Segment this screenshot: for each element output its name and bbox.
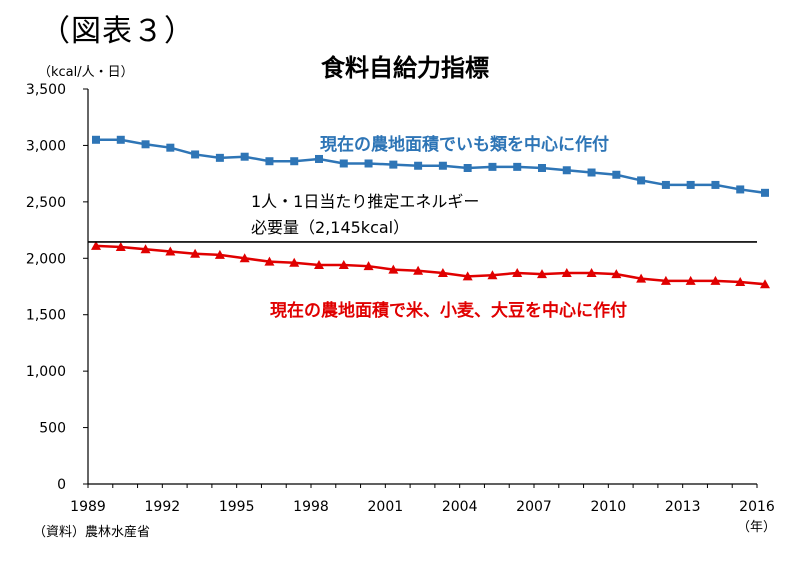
figure-label: （図表３）: [40, 14, 195, 49]
series-point-2: [512, 267, 523, 277]
y-axis-label: （kcal/人・日）: [38, 65, 134, 80]
x-tick-label: 2007: [516, 499, 552, 515]
series-point-1: [389, 160, 398, 169]
x-tick-label: 1998: [293, 499, 329, 515]
series-point-1: [736, 185, 745, 194]
series-point-2: [264, 256, 275, 266]
x-tick-label: 2004: [442, 499, 478, 515]
series-point-1: [191, 150, 200, 159]
x-tick-label: 1995: [219, 499, 255, 515]
series-point-1: [141, 140, 150, 149]
series-point-1: [414, 161, 423, 170]
x-tick-label: 2013: [665, 499, 701, 515]
reference-line-label-1: 1人・1日当たり推定エネルギー: [251, 192, 479, 211]
series-point-2: [190, 248, 201, 258]
series-point-2: [314, 260, 324, 270]
series-layer: [91, 135, 770, 289]
series-point-2: [561, 267, 572, 277]
source-note: （資料）農林水産省: [33, 524, 150, 540]
y-tick-label: 1,500: [26, 308, 66, 324]
x-tick-label: 2001: [368, 499, 404, 515]
series-point-2: [537, 269, 547, 279]
series-line-2: [95, 244, 766, 286]
y-tick-label: 2,500: [26, 195, 66, 211]
y-tick-label: 2,000: [26, 251, 66, 267]
series-point-1: [166, 143, 175, 152]
series-point-1: [562, 166, 571, 175]
y-tick-label: 0: [57, 477, 66, 493]
series-point-1: [315, 154, 323, 163]
series-point-2: [735, 276, 746, 286]
series-point-2: [462, 271, 473, 281]
series-point-1: [761, 188, 769, 197]
series-point-2: [363, 261, 374, 271]
series-point-1: [513, 162, 522, 171]
series-label-red: 現在の農地面積で米、小麦、大豆を中心に作付: [270, 300, 627, 321]
x-tick-label: 1992: [145, 499, 181, 515]
x-axis: 1989 1992 1995 1998 2001 2004 2007 2010 2013 2016: [70, 483, 775, 515]
series-point-2: [437, 267, 448, 277]
series-point-2: [487, 270, 498, 280]
series-point-2: [91, 240, 101, 250]
series-line-1: [96, 138, 766, 195]
series-point-2: [760, 279, 770, 289]
series-point-1: [538, 164, 546, 172]
series-point-2: [611, 269, 622, 279]
series-point-2: [636, 273, 647, 283]
y-tick-label: 3,500: [26, 82, 66, 98]
series-point-1: [686, 180, 695, 189]
y-tick-label: 1,000: [26, 364, 66, 380]
series-point-1: [612, 170, 621, 179]
x-tick-label: 1989: [70, 499, 106, 515]
series-point-2: [214, 249, 225, 259]
series-point-2: [338, 260, 349, 270]
series-point-1: [215, 153, 224, 162]
series-point-1: [438, 161, 447, 170]
x-tick-label: 2016: [739, 499, 775, 515]
series-point-2: [115, 242, 126, 251]
series-point-2: [586, 267, 597, 277]
series-point-1: [661, 180, 670, 189]
series-point-2: [710, 275, 721, 285]
series-point-2: [388, 264, 399, 274]
series-point-1: [116, 135, 125, 144]
series-point-2: [413, 265, 424, 275]
series-point-2: [140, 244, 151, 254]
series-point-2: [685, 275, 696, 285]
chart-title: 食料自給力指標: [321, 54, 489, 82]
series-point-1: [339, 159, 348, 168]
series-point-1: [463, 164, 472, 172]
x-axis-label: （年）: [737, 520, 776, 535]
series-point-1: [290, 157, 299, 166]
series-label-blue: 現在の農地面積でいも類を中心に作付: [320, 134, 609, 155]
series-point-1: [488, 162, 497, 171]
series-point-2: [289, 257, 300, 267]
series-point-1: [711, 180, 720, 189]
series-point-1: [265, 157, 274, 166]
series-point-1: [364, 159, 373, 168]
series-point-1: [637, 176, 646, 185]
y-tick-label: 500: [39, 421, 66, 437]
y-axis: 0 500 1,000 1,500 2,000 2,500 3,000 3,500: [26, 82, 89, 493]
series-point-2: [239, 253, 250, 263]
series-point-2: [660, 275, 671, 285]
series-point-1: [240, 152, 249, 161]
y-tick-label: 3,000: [26, 138, 66, 154]
series-point-1: [587, 168, 596, 177]
reference-line-label-2: 必要量（2,145kcal）: [251, 218, 409, 237]
series-point-1: [92, 135, 100, 144]
series-point-2: [165, 246, 176, 256]
x-tick-label: 2010: [591, 499, 627, 515]
